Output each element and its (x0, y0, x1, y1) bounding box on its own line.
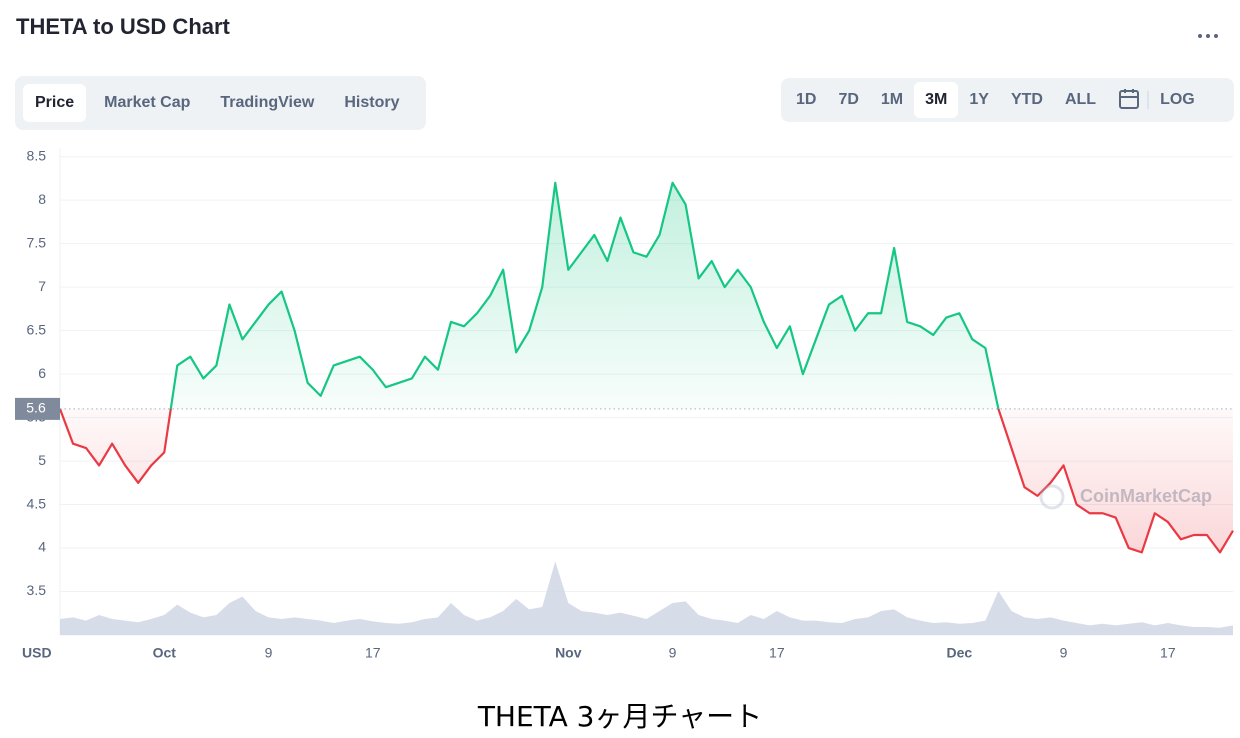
range-button[interactable]: 1D (796, 91, 817, 108)
y-tick-label: 5 (38, 452, 46, 468)
x-tick-label: 9 (1060, 645, 1068, 661)
range-button[interactable]: 7D (838, 91, 859, 108)
x-tick-label: Oct (153, 645, 177, 661)
tab[interactable]: TradingView (220, 94, 315, 111)
range-button[interactable]: YTD (1010, 91, 1043, 108)
x-tick-label: 17 (365, 645, 381, 661)
y-tick-label: 7 (38, 278, 46, 294)
log-button[interactable]: LOG (1160, 91, 1195, 108)
tab[interactable]: Price (23, 84, 87, 122)
range-bar: 1D 7D 1M 3M 1Y YTD ALL LOG (781, 78, 1234, 122)
x-tick-label: 9 (669, 645, 677, 661)
caption: THETA 3ヶ月チャート (477, 700, 763, 733)
y-tick-label: 3.5 (27, 582, 47, 598)
y-axis-label: USD (22, 645, 52, 661)
tab[interactable]: Market Cap (104, 94, 191, 111)
page-title: THETA to USD Chart (16, 14, 230, 39)
watermark: CoinMarketCap (1080, 486, 1212, 506)
x-tick-label: 17 (769, 645, 785, 661)
y-tick-label: 4.5 (27, 495, 47, 511)
tab[interactable]: History (344, 94, 400, 111)
calendar-button[interactable] (1107, 88, 1149, 112)
price-area (60, 182, 1233, 553)
reference-label-box (15, 397, 60, 420)
y-tick-label: 8.5 (27, 147, 47, 163)
y-tick-label: 7.5 (27, 234, 47, 250)
chart: 3.544.555.566.577.588.5Oct917Nov917Dec91… (15, 147, 1234, 661)
range-button[interactable]: 1Y (969, 91, 989, 108)
y-tick-label: 6.5 (27, 321, 47, 337)
range-button[interactable]: 1M (880, 91, 904, 108)
more-menu[interactable] (1196, 30, 1224, 42)
y-tick-label: 6 (38, 365, 46, 381)
x-tick-label: 9 (265, 645, 273, 661)
tab-bar: Price Market Cap TradingView History (15, 76, 426, 130)
x-tick-label: Nov (555, 645, 582, 661)
y-tick-label: 4 (38, 539, 46, 555)
y-tick-label: 8 (38, 191, 46, 207)
watermark-logo (1039, 484, 1065, 510)
x-tick-label: Dec (946, 645, 972, 661)
range-button[interactable]: 3M (914, 82, 959, 118)
x-tick-label: 17 (1160, 645, 1176, 661)
volume-area (60, 561, 1233, 635)
reference-label: 5.6 (26, 400, 46, 416)
range-button[interactable]: ALL (1064, 91, 1097, 108)
price-line (58, 181, 1234, 554)
